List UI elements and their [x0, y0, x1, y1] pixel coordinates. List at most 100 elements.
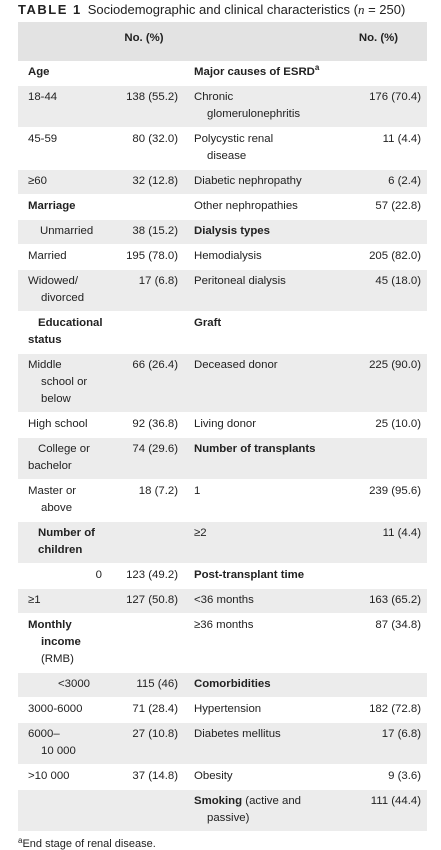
- row-label: <3000: [18, 672, 108, 698]
- label-line: Polycystic renal: [194, 133, 274, 145]
- row-value: 123 (49.2): [108, 563, 184, 589]
- row-label: Middle school or below: [18, 353, 108, 413]
- label-line: income: [41, 636, 81, 648]
- footnote-text: End stage of renal disease.: [22, 838, 156, 850]
- row-value: 74 (29.6): [108, 437, 184, 480]
- row-label-comorbidities: Comorbidities: [184, 672, 334, 698]
- caption-n-symbol: n: [357, 2, 365, 17]
- label-line: above: [41, 502, 73, 514]
- label-line: 6000–: [28, 728, 60, 740]
- row-value: 239 (95.6): [334, 479, 427, 522]
- row-value: 27 (10.8): [108, 722, 184, 765]
- row-value: 37 (14.8): [108, 764, 184, 790]
- row-value: [334, 311, 427, 354]
- row-label: Diabetes mellitus: [184, 722, 334, 765]
- row-value: 195 (78.0): [108, 244, 184, 270]
- label-line: Chronic: [194, 91, 234, 103]
- label-line: children: [38, 544, 83, 556]
- table-row: 45-59 80 (32.0) Polycystic renal disease …: [18, 127, 427, 170]
- row-value: 11 (4.4): [334, 127, 427, 170]
- table-row: >10 000 37 (14.8) Obesity 9 (3.6): [18, 764, 427, 790]
- label-line: bachelor: [28, 460, 72, 472]
- row-value: 66 (26.4): [108, 353, 184, 413]
- row-value: 32 (12.8): [108, 169, 184, 195]
- table-row: College or bachelor 74 (29.6) Number of t…: [18, 437, 427, 480]
- row-value: 92 (36.8): [108, 412, 184, 438]
- row-label: Polycystic renal disease: [184, 127, 334, 170]
- row-value: 25 (10.0): [334, 412, 427, 438]
- table-row: Age Major causes of ESRDa: [18, 61, 427, 86]
- row-label: 18-44: [18, 85, 108, 128]
- row-label: Diabetic nephropathy: [184, 169, 334, 195]
- table-row: Master or above 18 (7.2) 1 239 (95.6): [18, 479, 427, 522]
- row-label: Living donor: [184, 412, 334, 438]
- table-row: Monthly income (RMB) ≥36 months 87 (34.8): [18, 613, 427, 673]
- row-value: [334, 61, 427, 86]
- header-blank-right: [184, 22, 334, 61]
- row-label: ≥36 months: [184, 613, 334, 673]
- label-line: Master or: [28, 485, 77, 497]
- row-value: 138 (55.2): [108, 85, 184, 128]
- label-line: divorced: [41, 292, 85, 304]
- row-label: <36 months: [184, 588, 334, 614]
- row-value: 71 (28.4): [108, 697, 184, 723]
- row-label-number-of-children: Number of children: [18, 521, 108, 564]
- footnote-marker: a: [314, 63, 320, 73]
- row-value: 17 (6.8): [108, 269, 184, 312]
- row-value: [108, 194, 184, 220]
- row-value: [108, 613, 184, 673]
- table-row: <3000 115 (46) Comorbidities: [18, 672, 427, 698]
- table-row: Married 195 (78.0) Hemodialysis 205 (82.…: [18, 244, 427, 270]
- row-label-monthly-income: Monthly income (RMB): [18, 613, 108, 673]
- row-label-dialysis-types: Dialysis types: [184, 219, 334, 245]
- row-label: Deceased donor: [184, 353, 334, 413]
- table-label: TABLE 1: [18, 2, 82, 17]
- row-value: 38 (15.2): [108, 219, 184, 245]
- row-label: ≥60: [18, 169, 108, 195]
- table-row: Marriage Other nephropathies 57 (22.8): [18, 194, 427, 220]
- row-label-educational-status: Educational status: [18, 311, 108, 354]
- row-value: [334, 672, 427, 698]
- row-label-esrd-causes: Major causes of ESRDa: [184, 61, 334, 86]
- row-label: Unmarried: [18, 219, 108, 245]
- row-value: 115 (46): [108, 672, 184, 698]
- row-label: College or bachelor: [18, 437, 108, 480]
- row-label: >10 000: [18, 764, 108, 790]
- table-row: 0 123 (49.2) Post-transplant time: [18, 563, 427, 589]
- row-label: 3000-6000: [18, 697, 108, 723]
- table-row: 3000-6000 71 (28.4) Hypertension 182 (72…: [18, 697, 427, 723]
- caption-text-before: Sociodemographic and clinical characteri…: [87, 2, 358, 17]
- table-row: ≥1 127 (50.8) <36 months 163 (65.2): [18, 588, 427, 614]
- row-value: 225 (90.0): [334, 353, 427, 413]
- row-value: 9 (3.6): [334, 764, 427, 790]
- row-value: [334, 219, 427, 245]
- table-row: Unmarried 38 (15.2) Dialysis types: [18, 219, 427, 245]
- table-row: High school 92 (36.8) Living donor 25 (1…: [18, 412, 427, 438]
- row-value: [334, 437, 427, 480]
- row-value: 111 (44.4): [334, 789, 427, 832]
- row-label-smoking: Smoking (active and passive): [184, 789, 334, 832]
- row-value: 18 (7.2): [108, 479, 184, 522]
- row-value: 127 (50.8): [108, 588, 184, 614]
- row-label: Hypertension: [184, 697, 334, 723]
- row-label: Obesity: [184, 764, 334, 790]
- row-label: 1: [184, 479, 334, 522]
- row-label: High school: [18, 412, 108, 438]
- row-label: Married: [18, 244, 108, 270]
- table-row: ≥60 32 (12.8) Diabetic nephropathy 6 (2.…: [18, 169, 427, 195]
- label-line: College or: [38, 443, 90, 455]
- label-bold: Smoking: [194, 795, 243, 807]
- row-label: Chronic glomerulonephritis: [184, 85, 334, 128]
- row-value: [108, 521, 184, 564]
- row-value: [334, 563, 427, 589]
- row-value: [108, 61, 184, 86]
- row-label: Master or above: [18, 479, 108, 522]
- row-label: Peritoneal dialysis: [184, 269, 334, 312]
- row-label-number-of-transplants: Number of transplants: [184, 437, 334, 480]
- header-blank-left: [18, 22, 108, 61]
- label-line: status: [28, 334, 62, 346]
- table-footnote: aEnd stage of renal disease.: [18, 837, 427, 850]
- row-value: 45 (18.0): [334, 269, 427, 312]
- label-line: Monthly: [28, 619, 72, 631]
